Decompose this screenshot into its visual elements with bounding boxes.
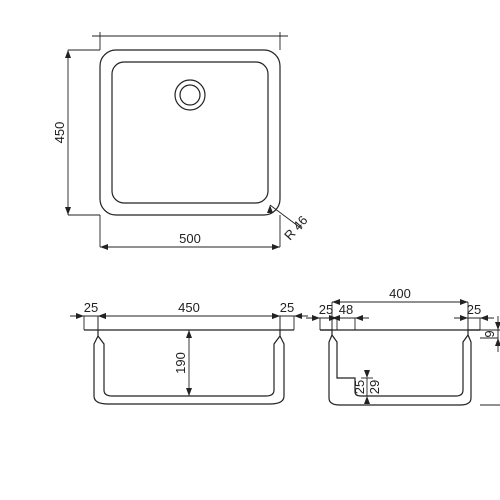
- dim-front-lip-l: 25: [84, 300, 98, 315]
- dim-side-25: 25: [352, 380, 367, 394]
- dim-front-lip-r: 25: [280, 300, 294, 315]
- sink-side-outer: [329, 335, 471, 405]
- dim-side-lip-l: 25: [319, 302, 333, 317]
- sink-outer-top: [100, 50, 280, 215]
- dim-side-9: 9: [482, 330, 497, 337]
- drain-inner: [180, 85, 200, 105]
- sink-inner-top: [112, 62, 268, 203]
- sink-side-inner: [320, 330, 480, 396]
- dim-front-inner-w: 450: [178, 300, 200, 315]
- dim-side-29: 29: [367, 380, 382, 394]
- dim-side-lip-r: 25: [467, 302, 481, 317]
- dim-side-top-w: 400: [389, 286, 411, 301]
- dim-front-depth: 190: [173, 352, 188, 374]
- dim-top-width: 500: [179, 231, 201, 246]
- dim-side-48: 48: [339, 302, 353, 317]
- dim-top-height: 450: [52, 122, 67, 144]
